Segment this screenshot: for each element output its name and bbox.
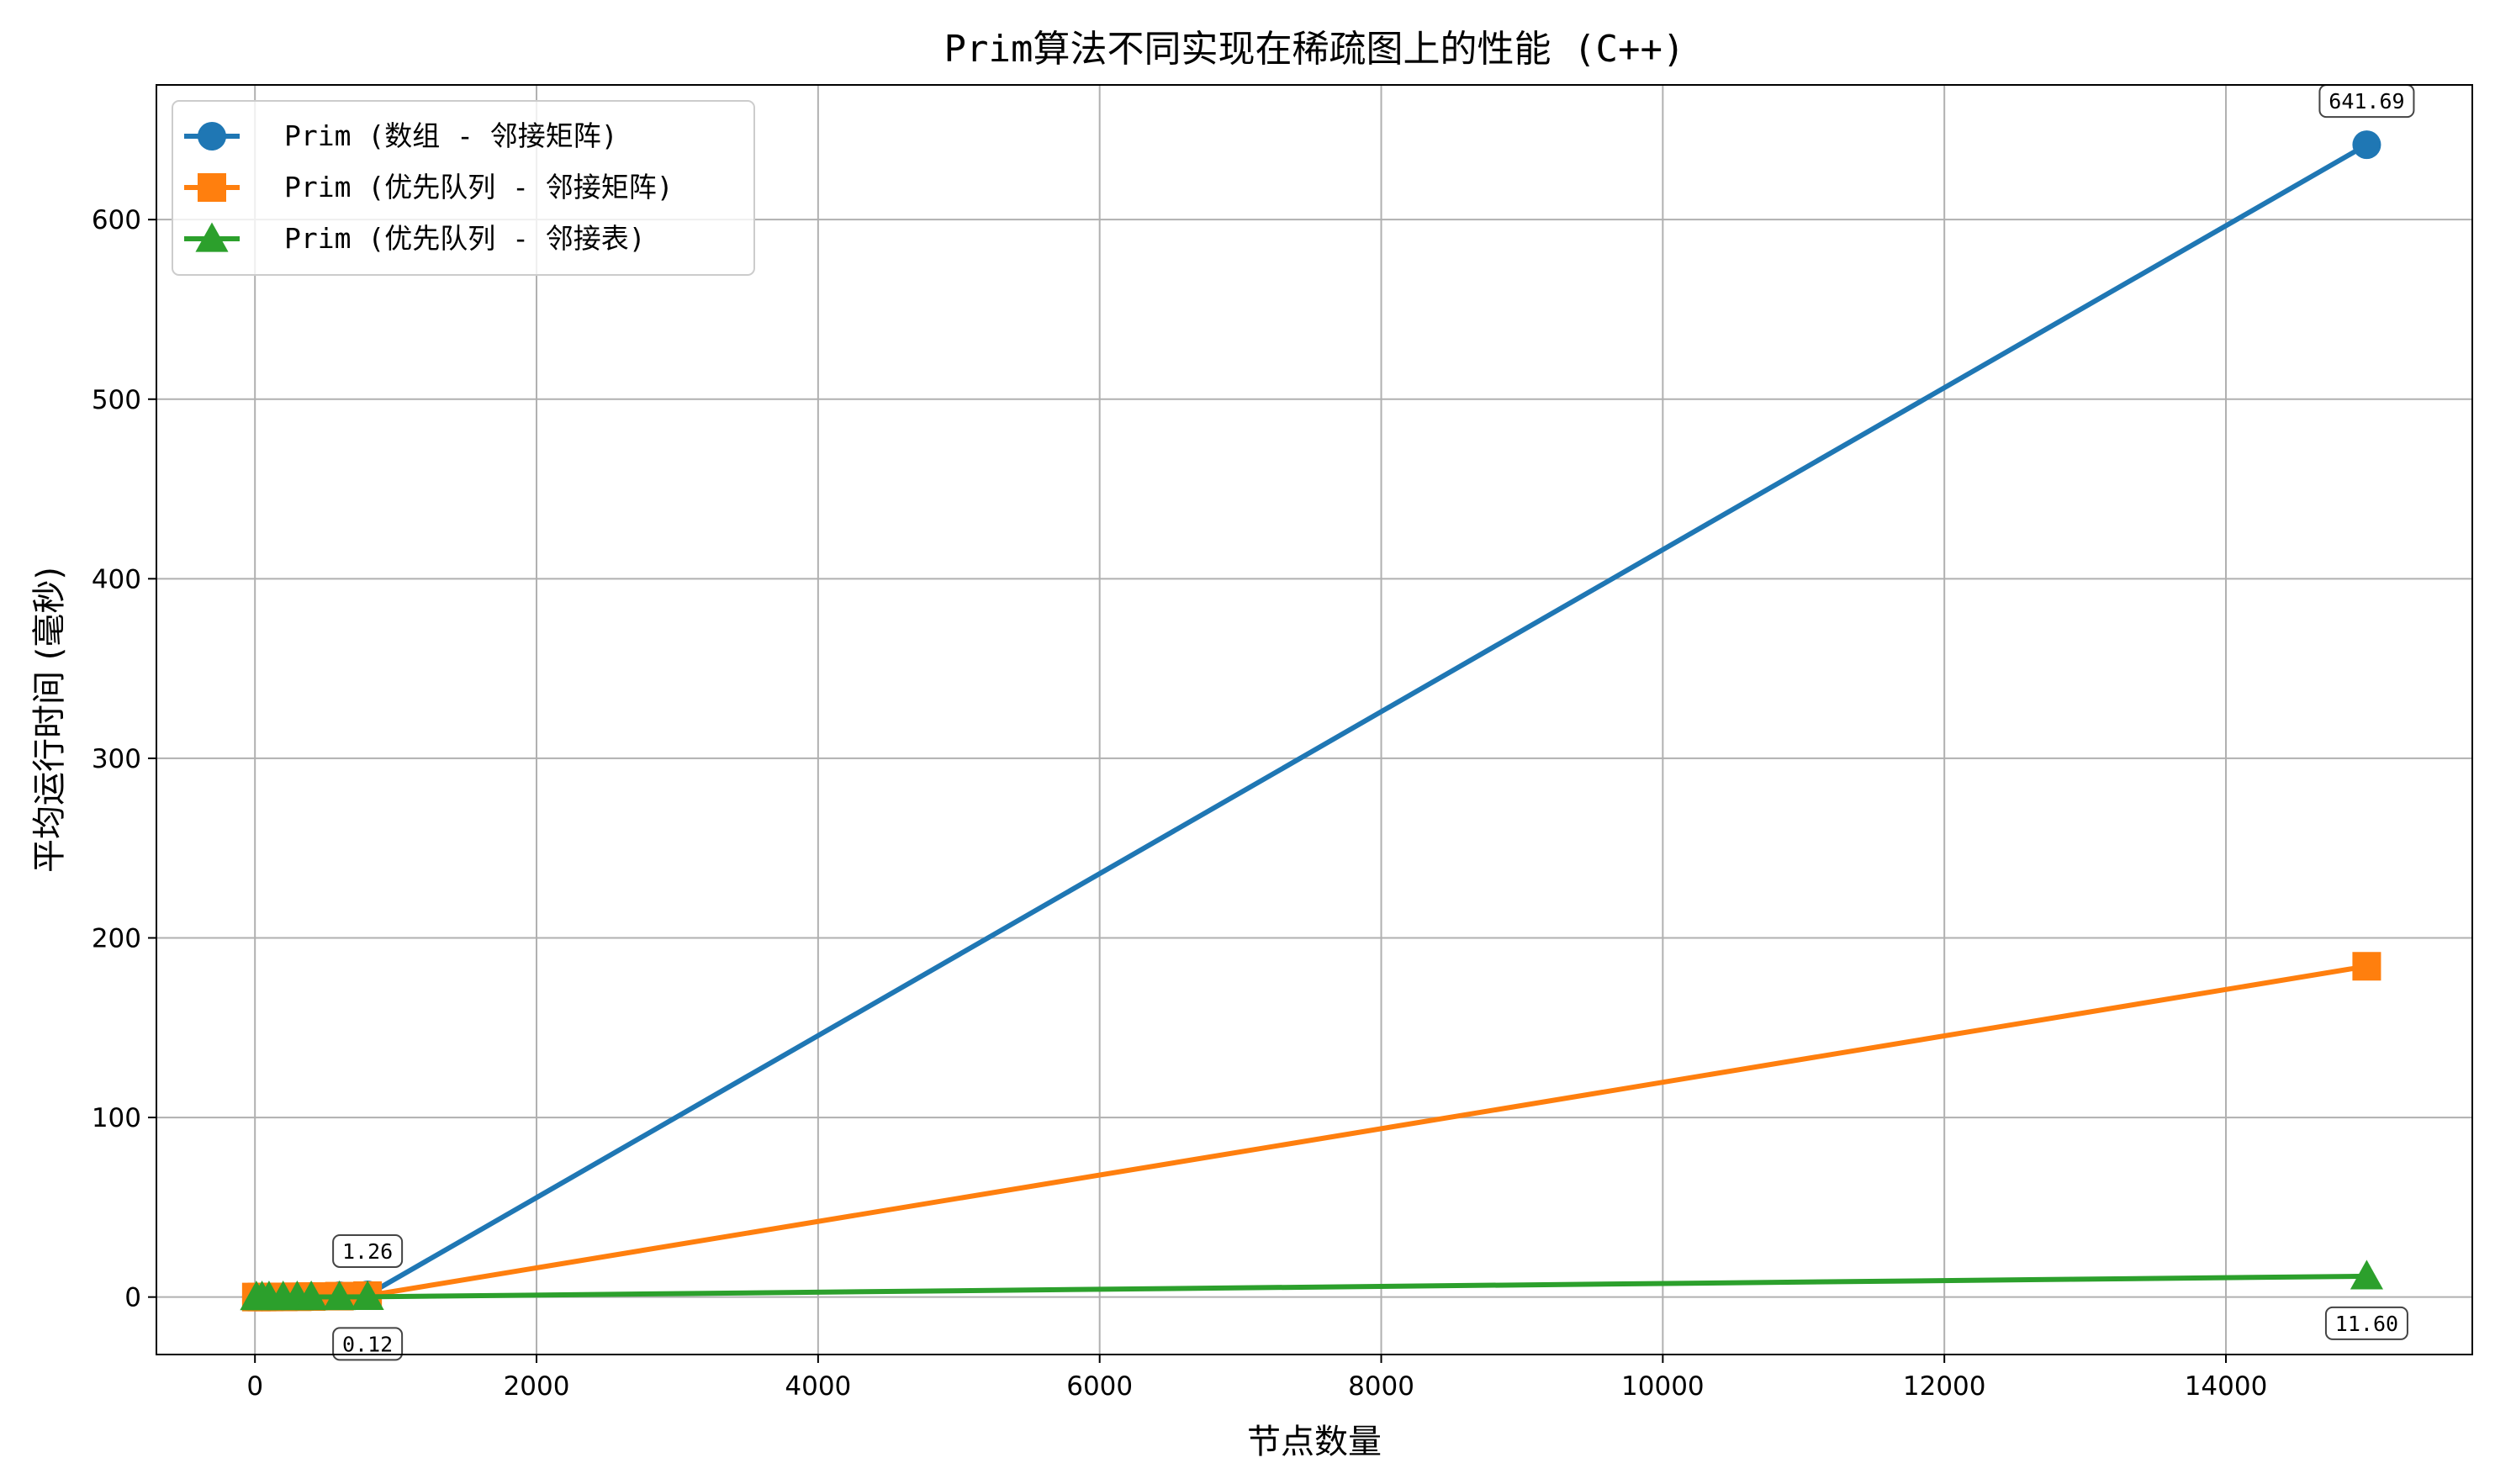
data-point [294,1280,328,1311]
data-point [2352,130,2381,160]
data-label: 11.60 [2324,1306,2408,1340]
x-tick-label: 14000 [2185,1371,2268,1402]
y-tick-label: 300 [92,744,141,774]
y-tick-label: 500 [92,385,141,415]
series-group [240,1260,2383,1311]
data-label-box [332,1327,404,1361]
data-point [351,1280,384,1311]
legend-label: Prim (数组 - 邻接矩阵) [284,119,618,152]
x-tick-label: 12000 [1903,1371,1986,1402]
x-tick-label: 0 [246,1371,263,1402]
legend-marker [198,173,226,202]
data-label-box [332,1233,404,1268]
x-tick-label: 8000 [1348,1371,1414,1402]
chart-title: Prim算法不同实现在稀疏图上的性能 (C++) [944,28,1685,71]
plot-frame [156,84,2473,1355]
y-axis-label: 平均运行时间 (毫秒) [30,567,69,873]
legend: Prim (数组 - 邻接矩阵) Prim (优先队列 - 邻接矩阵) Prim (… [172,100,755,276]
data-label-box [2324,1306,2408,1340]
x-tick-label: 4000 [785,1371,851,1402]
legend-marker [195,222,229,252]
axis-ticks: 0 2000 4000 6000 8000 10000 12000 14000 0 100 200 3… [92,205,2268,1402]
legend-label: Prim (优先队列 - 邻接表) [284,222,646,255]
x-tick-label: 10000 [1621,1371,1705,1402]
y-tick-label: 200 [92,923,141,953]
data-labels: 1.26 641.69 0.12 11.60 [332,84,2415,1361]
legend-entry: Prim (数组 - 邻接矩阵) [184,119,618,152]
data-label: 1.26 [332,1233,404,1268]
x-axis-label: 节点数量 [1247,1423,1382,1461]
x-tick-label: 2000 [504,1371,570,1402]
legend-marker [198,122,226,151]
data-point [2352,952,2381,981]
data-point [323,1280,357,1311]
series-lines [240,130,2383,1312]
data-label-text: 1.26 [342,1239,393,1264]
x-tick-label: 6000 [1066,1371,1133,1402]
y-tick-label: 100 [92,1103,141,1133]
y-tick-label: 0 [124,1283,141,1313]
y-tick-label: 400 [92,564,141,594]
data-label-text: 641.69 [2328,89,2404,114]
data-label: 0.12 [332,1327,404,1361]
legend-entry: Prim (优先队列 - 邻接表) [184,222,646,255]
data-label-text: 11.60 [2335,1312,2398,1336]
data-label-text: 0.12 [342,1332,393,1356]
data-point [2350,1260,2383,1290]
data-label: 641.69 [2318,84,2415,119]
legend-label: Prim (优先队列 - 邻接矩阵) [284,171,674,203]
legend-entry: Prim (优先队列 - 邻接矩阵) [184,171,674,203]
y-tick-label: 600 [92,205,141,235]
legend-box [172,100,755,276]
